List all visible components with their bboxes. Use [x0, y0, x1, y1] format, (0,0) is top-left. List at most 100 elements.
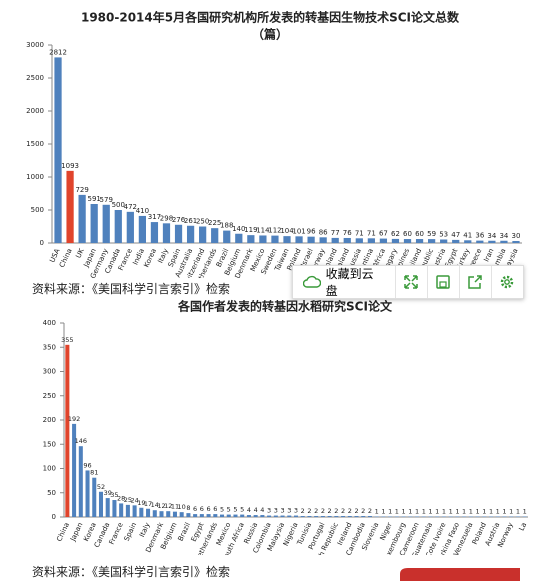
y-tick-label: 1500: [26, 140, 44, 148]
data-label: 19: [137, 499, 145, 507]
data-label: 101: [292, 227, 305, 235]
bar: [500, 240, 508, 243]
bar: [379, 238, 388, 243]
bar: [403, 239, 412, 243]
bar: [125, 504, 130, 517]
bar: [319, 237, 327, 243]
disk-icon: [436, 275, 451, 289]
data-label: 4: [260, 506, 264, 514]
bar: [367, 516, 372, 517]
data-label: 579: [100, 196, 113, 204]
expand-button[interactable]: [396, 266, 428, 298]
data-label: 11: [171, 503, 179, 511]
bar: [172, 511, 177, 517]
data-label: 1: [516, 508, 520, 516]
data-label: 188: [220, 222, 233, 230]
data-label: 140: [232, 225, 245, 233]
bar: [186, 225, 195, 243]
y-tick-label: 50: [47, 489, 56, 497]
data-label: 1: [523, 508, 527, 516]
bar: [132, 505, 137, 517]
data-label: 86: [319, 228, 328, 236]
data-label: 1: [375, 508, 379, 516]
bar: [287, 515, 292, 517]
data-label: 6: [200, 505, 204, 513]
caption: 资料来源：《美国科学引言索引》检索: [32, 282, 231, 296]
data-label: 1: [462, 508, 466, 516]
data-label: 1: [408, 508, 412, 516]
x-tick-label: La: [518, 521, 529, 532]
bar: [415, 239, 424, 243]
x-tick-label: Spain: [123, 521, 139, 542]
bar: [440, 239, 448, 243]
bar: [206, 514, 211, 517]
data-label: 34: [487, 232, 496, 240]
bar: [213, 514, 218, 517]
data-label: 2: [368, 507, 372, 515]
data-label: 2: [354, 507, 358, 515]
bar: [391, 238, 400, 243]
data-label: 24: [130, 496, 138, 504]
data-label: 96: [83, 461, 91, 469]
data-label: 35: [110, 491, 118, 499]
bar: [327, 516, 332, 517]
data-label: 1: [395, 508, 399, 516]
data-label: 1: [502, 508, 506, 516]
chart-subtitle: （篇）: [252, 27, 288, 42]
data-label: 1: [489, 508, 493, 516]
bar: [85, 470, 90, 517]
y-tick-label: 3000: [26, 41, 44, 49]
settings-button[interactable]: [492, 266, 523, 298]
caption: 资料来源：《美国科学引言索引》检索: [32, 565, 231, 579]
data-label: 30: [512, 232, 521, 240]
bar: [114, 210, 122, 243]
toolbar: 收藏到云盘: [292, 265, 524, 299]
data-label: 1: [455, 508, 459, 516]
data-label: 12: [157, 502, 165, 510]
bar: [211, 228, 219, 243]
bar: [112, 500, 117, 517]
bar: [102, 204, 110, 243]
data-label: 298: [160, 214, 173, 222]
bar: [307, 236, 315, 243]
data-label: 6: [213, 505, 217, 513]
bar: [186, 513, 191, 517]
data-label: 36: [475, 232, 484, 240]
y-tick-label: 200: [43, 416, 56, 424]
data-label: 3: [294, 507, 298, 515]
data-label: 4: [247, 506, 251, 514]
bar: [334, 516, 339, 517]
bar: [179, 512, 184, 517]
data-label: 62: [391, 230, 400, 238]
bar: [92, 477, 97, 517]
data-label: 2: [361, 507, 365, 515]
save-button[interactable]: 收藏到云盘: [293, 266, 396, 298]
bar: [162, 223, 171, 243]
bar: [246, 515, 251, 517]
bar: [488, 240, 496, 243]
bar: [235, 233, 243, 243]
y-tick-label: 400: [43, 319, 56, 327]
x-tick-label: Italy: [138, 521, 152, 538]
data-label: 47: [451, 231, 460, 239]
bar: [78, 446, 83, 517]
data-label: 3: [274, 507, 278, 515]
bar: [283, 236, 291, 243]
share-icon: [468, 275, 483, 289]
bar: [260, 515, 265, 517]
bar: [119, 503, 124, 517]
data-label: 1: [496, 508, 500, 516]
y-tick-label: 100: [43, 465, 56, 473]
bar: [452, 239, 460, 243]
bar: [98, 491, 104, 517]
y-tick-label: 1000: [26, 173, 44, 181]
data-label: 1: [428, 508, 432, 516]
share-button[interactable]: [460, 266, 492, 298]
data-label: 34: [499, 232, 508, 240]
data-label: 5: [233, 506, 237, 514]
data-label: 53: [439, 231, 448, 239]
bar: [78, 194, 86, 243]
save-icon-button[interactable]: [428, 266, 460, 298]
data-label: 500: [112, 201, 125, 209]
bar: [105, 498, 110, 517]
